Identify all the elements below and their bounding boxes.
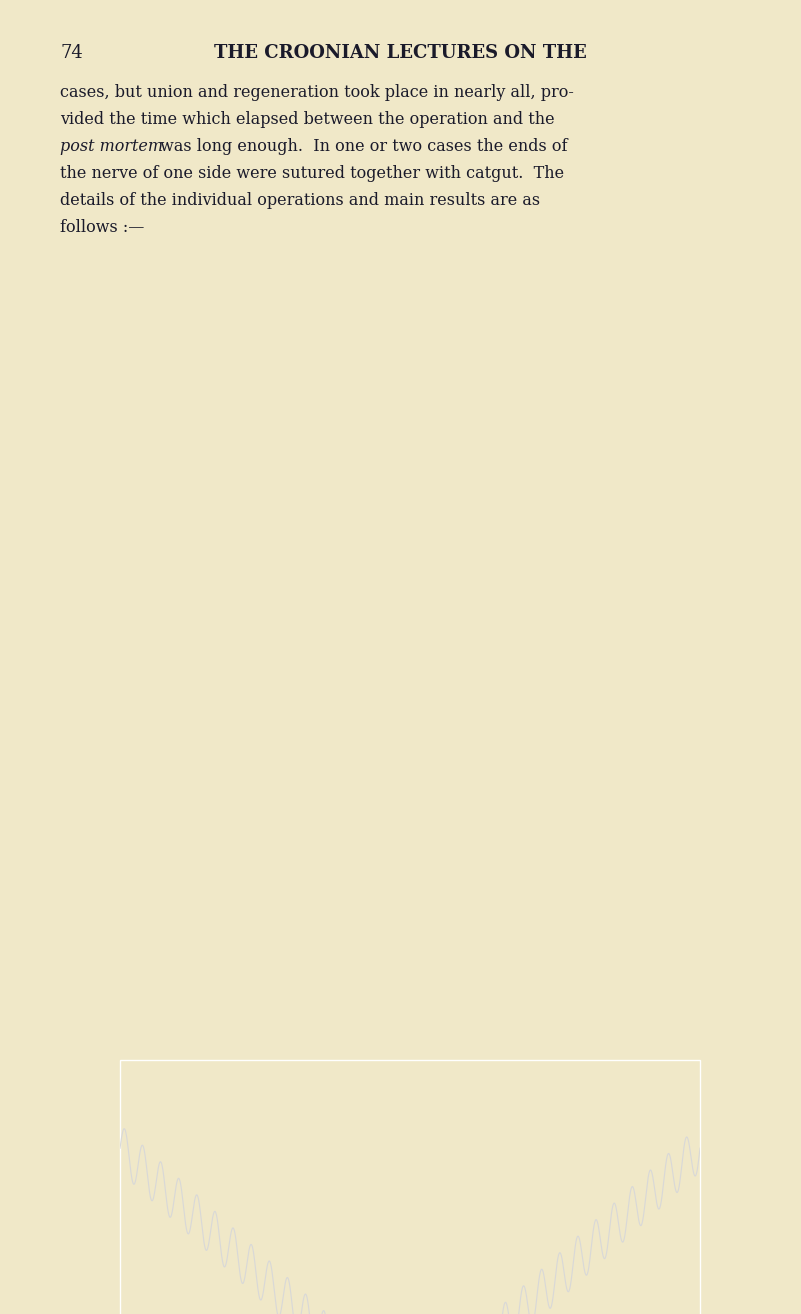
Text: cases, but union and regeneration took place in nearly all, pro-: cases, but union and regeneration took p…	[60, 84, 574, 101]
Text: vided the time which elapsed between the operation and the: vided the time which elapsed between the…	[60, 110, 554, 127]
Text: details of the individual operations and main results are as: details of the individual operations and…	[60, 192, 540, 209]
Text: post mortem: post mortem	[60, 138, 163, 155]
Text: the nerve of one side were sutured together with catgut.  The: the nerve of one side were sutured toget…	[60, 166, 564, 183]
Text: follows :—: follows :—	[60, 219, 144, 237]
Text: THE CROONIAN LECTURES ON THE: THE CROONIAN LECTURES ON THE	[214, 43, 586, 62]
Text: 74: 74	[60, 43, 83, 62]
Text: was long enough.  In one or two cases the ends of: was long enough. In one or two cases the…	[155, 138, 567, 155]
